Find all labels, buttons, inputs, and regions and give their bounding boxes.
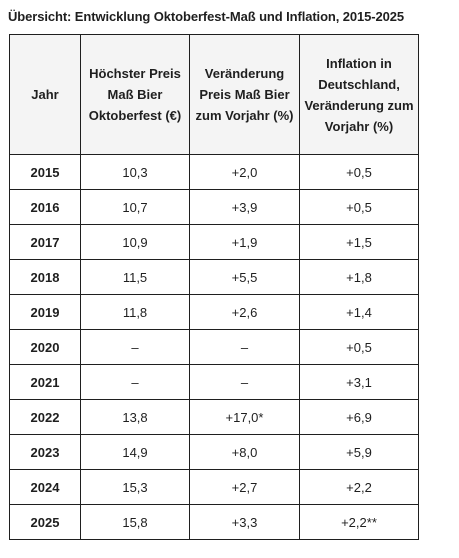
cell-year: 2017 xyxy=(9,224,81,260)
cell-price-change: +1,9 xyxy=(189,224,300,260)
cell-year: 2020 xyxy=(9,329,81,365)
header-price-change: Veränderung Preis Maß Bier zum Vorjahr (… xyxy=(189,34,300,155)
table-row: 2017 10,9 +1,9 +1,5 xyxy=(9,224,419,260)
cell-year: 2019 xyxy=(9,294,81,330)
table-row: 2021 – – +3,1 xyxy=(9,364,419,400)
cell-year: 2023 xyxy=(9,434,81,470)
cell-price: 13,8 xyxy=(80,399,190,435)
cell-inflation: +1,8 xyxy=(299,259,419,295)
cell-inflation: +1,5 xyxy=(299,224,419,260)
table-header-row: Jahr Höchster Preis Maß Bier Oktoberfest… xyxy=(9,34,419,155)
header-price: Höchster Preis Maß Bier Oktoberfest (€) xyxy=(80,34,190,155)
cell-price: 15,8 xyxy=(80,504,190,540)
cell-price: 14,9 xyxy=(80,434,190,470)
cell-price: 10,7 xyxy=(80,189,190,225)
table-row: 2016 10,7 +3,9 +0,5 xyxy=(9,189,419,225)
cell-inflation: +1,4 xyxy=(299,294,419,330)
cell-inflation: +0,5 xyxy=(299,189,419,225)
cell-inflation: +2,2** xyxy=(299,504,419,540)
cell-year: 2024 xyxy=(9,469,81,505)
cell-inflation: +0,5 xyxy=(299,329,419,365)
cell-year: 2015 xyxy=(9,154,81,190)
table-row: 2019 11,8 +2,6 +1,4 xyxy=(9,294,419,330)
cell-price-change: +8,0 xyxy=(189,434,300,470)
table-title: Übersicht: Entwicklung Oktoberfest-Maß u… xyxy=(8,9,405,24)
cell-inflation: +2,2 xyxy=(299,469,419,505)
table-row: 2023 14,9 +8,0 +5,9 xyxy=(9,434,419,470)
cell-price: – xyxy=(80,364,190,400)
cell-inflation: +5,9 xyxy=(299,434,419,470)
cell-year: 2022 xyxy=(9,399,81,435)
table-row: 2024 15,3 +2,7 +2,2 xyxy=(9,469,419,505)
table-row: 2020 – – +0,5 xyxy=(9,329,419,365)
header-inflation: Inflation in Deutschland, Veränderung zu… xyxy=(299,34,419,155)
cell-inflation: +6,9 xyxy=(299,399,419,435)
cell-price-change: +2,7 xyxy=(189,469,300,505)
cell-price: 15,3 xyxy=(80,469,190,505)
oktoberfest-inflation-table: Jahr Höchster Preis Maß Bier Oktoberfest… xyxy=(9,34,419,540)
cell-year: 2018 xyxy=(9,259,81,295)
cell-price: 10,3 xyxy=(80,154,190,190)
cell-price: 11,8 xyxy=(80,294,190,330)
cell-price: 11,5 xyxy=(80,259,190,295)
table-row: 2025 15,8 +3,3 +2,2** xyxy=(9,504,419,540)
cell-inflation: +3,1 xyxy=(299,364,419,400)
cell-inflation: +0,5 xyxy=(299,154,419,190)
cell-year: 2016 xyxy=(9,189,81,225)
header-year: Jahr xyxy=(9,34,81,155)
cell-year: 2025 xyxy=(9,504,81,540)
table-row: 2022 13,8 +17,0* +6,9 xyxy=(9,399,419,435)
cell-price-change: – xyxy=(189,364,300,400)
cell-price: 10,9 xyxy=(80,224,190,260)
cell-price-change: +2,0 xyxy=(189,154,300,190)
cell-price-change: +17,0* xyxy=(189,399,300,435)
cell-price-change: +3,3 xyxy=(189,504,300,540)
table-row: 2015 10,3 +2,0 +0,5 xyxy=(9,154,419,190)
table-row: 2018 11,5 +5,5 +1,8 xyxy=(9,259,419,295)
cell-price-change: – xyxy=(189,329,300,365)
cell-price: – xyxy=(80,329,190,365)
cell-year: 2021 xyxy=(9,364,81,400)
cell-price-change: +5,5 xyxy=(189,259,300,295)
cell-price-change: +2,6 xyxy=(189,294,300,330)
cell-price-change: +3,9 xyxy=(189,189,300,225)
